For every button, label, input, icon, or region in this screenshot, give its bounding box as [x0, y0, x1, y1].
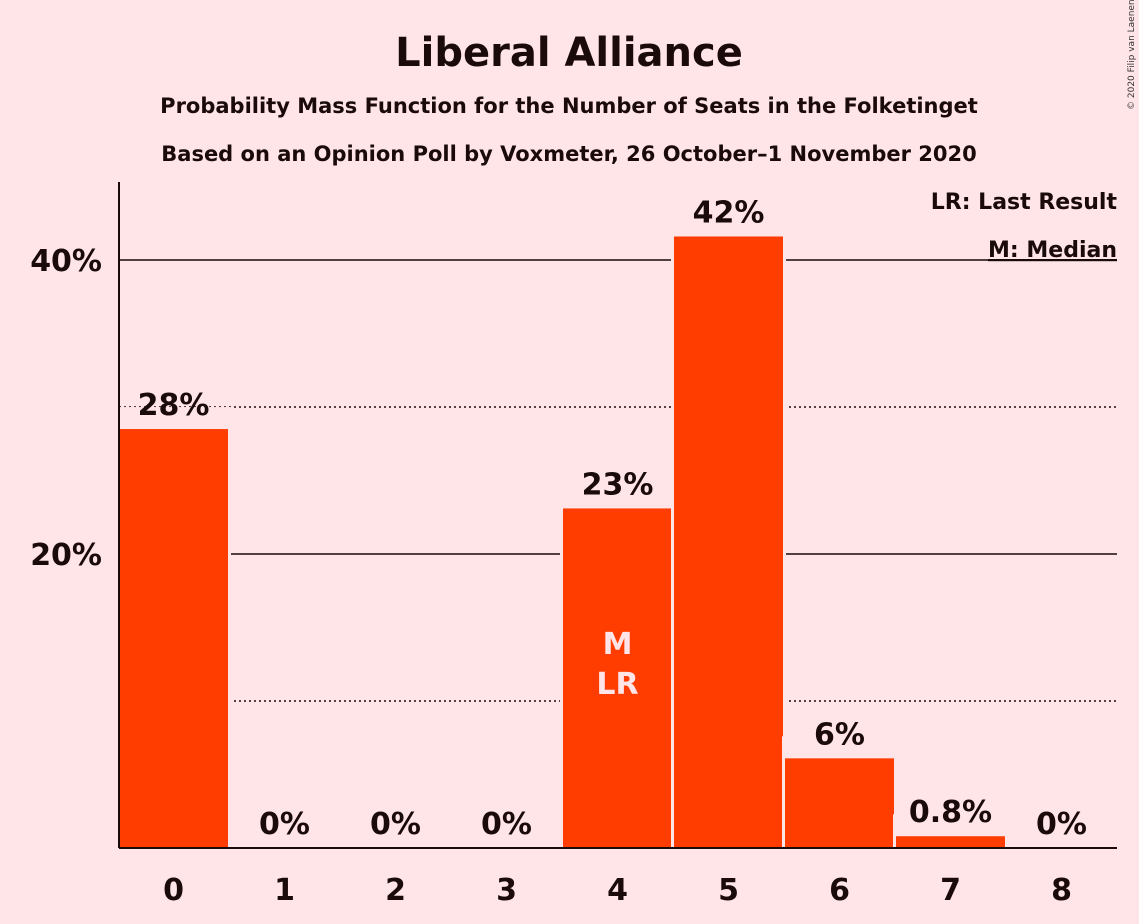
chart-subtitle-1: Probability Mass Function for the Number…	[160, 94, 978, 118]
copyright-note: © 2020 Filip van Laenen	[1127, 0, 1137, 110]
bars	[116, 214, 1008, 849]
data-label-5: 42%	[693, 195, 765, 230]
bar-marker-lr: LR	[596, 667, 638, 702]
bar-5	[674, 236, 783, 849]
data-label-4: 23%	[582, 467, 654, 502]
data-label-8: 0%	[1036, 807, 1087, 842]
data-label-2: 0%	[370, 807, 421, 842]
data-label-6: 6%	[814, 717, 865, 752]
x-tick-label: 4	[607, 873, 628, 908]
x-tick-label: 8	[1051, 873, 1072, 908]
data-label-0: 28%	[138, 388, 210, 423]
bar-marker-m: M	[603, 627, 633, 662]
x-tick-label: 1	[274, 873, 295, 908]
chart-title: Liberal Alliance	[395, 30, 743, 76]
legend-median: M: Median	[988, 238, 1117, 263]
x-tick-label: 7	[940, 873, 961, 908]
data-label-3: 0%	[481, 807, 532, 842]
legend-last-result: LR: Last Result	[931, 190, 1118, 215]
y-tick-label: 20%	[30, 538, 102, 573]
x-tick-label: 6	[829, 873, 850, 908]
data-label-1: 0%	[259, 807, 310, 842]
bar-6	[785, 758, 894, 848]
data-label-7: 0.8%	[909, 795, 992, 830]
data-labels: 28% 0% 0% 0% 23% 42% 6% 0.8% 0% M LR	[138, 195, 1087, 842]
bar-0	[119, 429, 228, 848]
chart-subtitle-2: Based on an Opinion Poll by Voxmeter, 26…	[161, 142, 976, 166]
bar-4	[563, 508, 672, 848]
y-tick-label: 40%	[30, 244, 102, 279]
x-tick-label: 0	[163, 873, 184, 908]
axes: 20% 40% 0 1 2 3 4 5 6 7 8	[30, 182, 1117, 908]
x-tick-label: 5	[718, 873, 739, 908]
x-tick-label: 2	[385, 873, 406, 908]
x-tick-label: 3	[496, 873, 517, 908]
bar-7	[896, 836, 1005, 848]
